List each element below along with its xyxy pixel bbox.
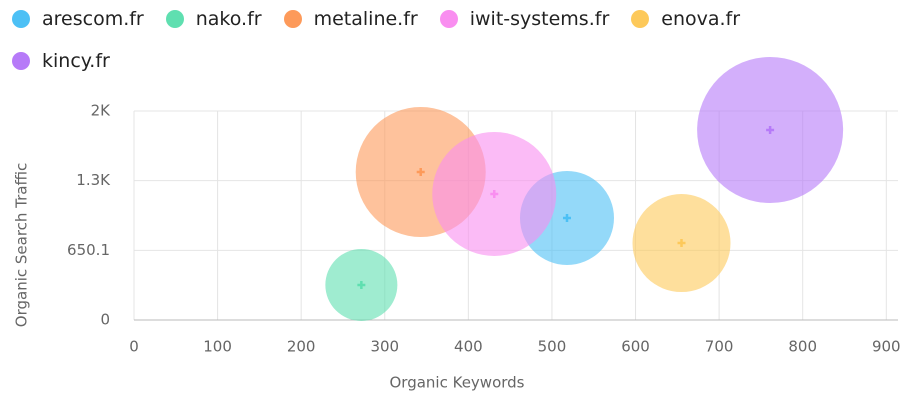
x-tick-label: 800 (788, 338, 817, 356)
y-tick-label: 2K (91, 102, 112, 120)
bubble-center (357, 280, 366, 289)
legend: arescom.fr nako.fr metaline.fr iwit-systems… (12, 4, 802, 76)
legend-swatch (165, 10, 184, 28)
legend-label: nako.fr (195, 8, 262, 30)
legend-swatch (12, 52, 30, 70)
x-tick-label: 300 (370, 338, 399, 356)
y-tick-label: 650.1 (67, 241, 110, 259)
bubble-center (490, 189, 499, 198)
legend-item[interactable]: arescom.fr (12, 4, 144, 34)
x-tick-label: 600 (621, 338, 650, 356)
bubble-center (562, 213, 571, 222)
y-tick-label: 1.3K (76, 171, 111, 189)
legend-swatch (439, 10, 458, 28)
bubble-center (416, 168, 425, 177)
x-axis-title: Organic Keywords (390, 374, 525, 392)
legend-item[interactable]: nako.fr (165, 4, 262, 34)
x-tick-label: 700 (705, 338, 734, 356)
y-axis-title: Organic Search Traffic (13, 163, 31, 327)
x-tick-label: 500 (538, 338, 567, 356)
bubble-center (766, 126, 775, 134)
legend-label: kincy.fr (42, 50, 110, 72)
legend-swatch (12, 10, 30, 28)
legend-label: iwit-systems.fr (469, 8, 610, 30)
bubble-center (677, 239, 686, 248)
legend-item[interactable]: iwit-systems.fr (439, 4, 610, 34)
x-tick-label: 0 (129, 338, 139, 356)
legend-label: metaline.fr (313, 8, 418, 30)
legend-label: arescom.fr (42, 8, 144, 30)
legend-item[interactable]: kincy.fr (12, 46, 110, 76)
x-tick-label: 900 (872, 338, 901, 356)
x-tick-label: 400 (454, 338, 483, 356)
legend-label: enova.fr (661, 8, 741, 30)
x-tick-label: 200 (287, 338, 316, 356)
legend-item[interactable]: enova.fr (631, 4, 740, 34)
x-tick-label: 100 (203, 338, 232, 356)
legend-swatch (631, 10, 650, 28)
y-tick-label: 0 (100, 311, 110, 329)
legend-swatch (283, 10, 302, 28)
legend-item[interactable]: metaline.fr (283, 4, 418, 34)
